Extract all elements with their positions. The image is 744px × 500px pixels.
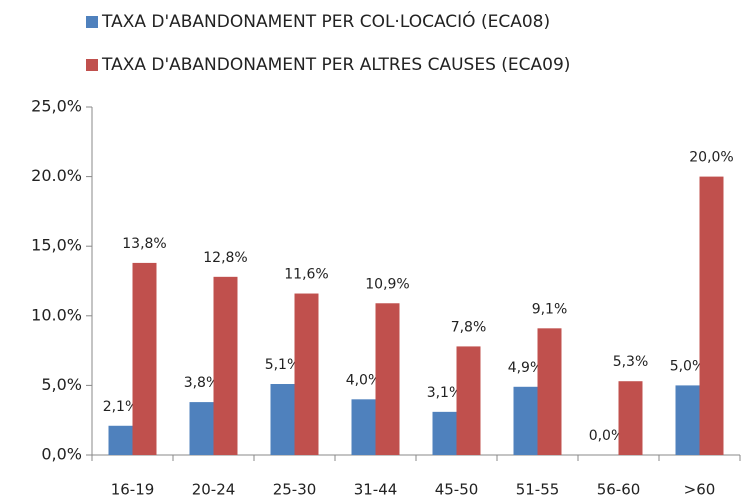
x-tick-label: 56-60 (597, 481, 641, 499)
bar (375, 303, 400, 455)
y-tick-label: 25,0% (31, 97, 82, 116)
x-tick-label: 25-30 (273, 481, 317, 499)
y-tick-label: 15,0% (31, 236, 82, 255)
x-tick-label: 45-50 (435, 481, 479, 499)
x-tick-label: 31-44 (354, 481, 398, 499)
data-label: 10,9% (365, 276, 409, 292)
x-tick-label: 20-24 (192, 481, 236, 499)
x-tick-label: 51-55 (516, 481, 560, 499)
y-tick-label: 0,0% (41, 445, 82, 464)
data-label: 3,8% (184, 375, 220, 391)
y-tick-label: 20.0% (31, 166, 82, 185)
bar (456, 346, 481, 455)
y-tick-label: 5,0% (41, 375, 82, 394)
bar (213, 276, 238, 455)
data-label: 5,0% (670, 358, 706, 374)
bar (699, 176, 724, 455)
bar (513, 386, 538, 455)
x-tick-label: >60 (684, 481, 716, 499)
bar (189, 402, 214, 455)
data-label: 0,0% (589, 428, 625, 444)
bar (537, 328, 562, 455)
data-label: 3,1% (427, 385, 463, 401)
data-label: 2,1% (103, 399, 139, 415)
data-label: 5,3% (613, 354, 649, 370)
bar (618, 381, 643, 455)
data-label: 4,0% (346, 372, 382, 388)
data-label: 12,8% (203, 250, 247, 266)
bar (108, 425, 133, 455)
x-tick-label: 16-19 (111, 481, 155, 499)
data-label: 13,8% (122, 236, 166, 252)
bar (432, 411, 457, 455)
data-label: 11,6% (284, 267, 328, 283)
data-label: 7,8% (451, 319, 487, 335)
data-label: 5,1% (265, 357, 301, 373)
bar (270, 384, 295, 455)
legend-swatch (86, 16, 98, 28)
bar (132, 262, 157, 455)
legend-label: TAXA D'ABANDONAMENT PER COL·LOCACIÓ (ECA… (101, 10, 550, 32)
bar (294, 293, 319, 455)
legend-swatch (86, 59, 98, 71)
data-label: 20,0% (689, 150, 733, 166)
legend-label: TAXA D'ABANDONAMENT PER ALTRES CAUSES (E… (101, 55, 570, 75)
data-label: 4,9% (508, 360, 544, 376)
data-label: 9,1% (532, 301, 568, 317)
y-tick-label: 10.0% (31, 305, 82, 324)
bar (675, 385, 700, 455)
bar (351, 399, 376, 455)
